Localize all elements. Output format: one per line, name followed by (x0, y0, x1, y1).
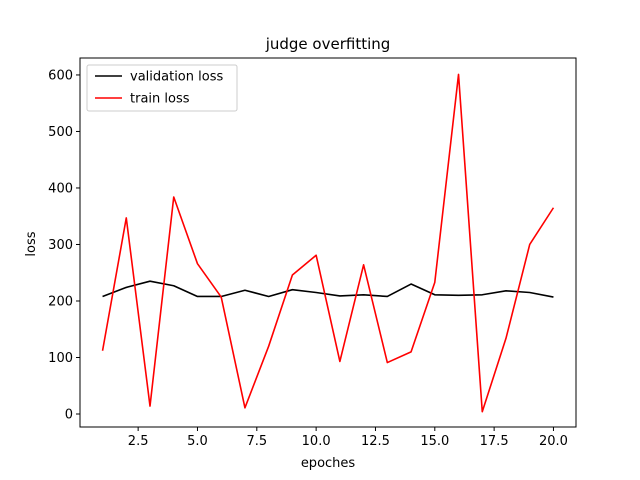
series-line-validation-loss (102, 280, 554, 298)
legend-label: validation loss (130, 70, 223, 85)
axes-frame (79, 57, 577, 428)
plot-area (79, 57, 577, 428)
x-tick-label: 15.0 (420, 434, 449, 449)
x-tick-label: 10.0 (302, 434, 331, 449)
y-tick-label: 300 (48, 238, 73, 253)
x-tick-label: 12.5 (361, 434, 390, 449)
series-line-train-loss (101, 73, 555, 413)
y-axis-label: loss (24, 231, 39, 256)
chart-title: judge overfitting (265, 35, 391, 53)
x-tick-label: 20.0 (539, 434, 568, 449)
y-tick-label: 200 (48, 294, 73, 309)
y-tick-label: 100 (48, 351, 73, 366)
x-tick-label: 5.0 (187, 434, 208, 449)
y-tick-label: 0 (65, 408, 73, 423)
legend-label: train loss (130, 92, 190, 107)
legend-box (86, 64, 238, 112)
x-tick-label: 17.5 (480, 434, 509, 449)
legend: validation loss train loss (86, 64, 238, 112)
x-tick-label: 7.5 (246, 434, 267, 449)
y-tick-label: 400 (48, 181, 73, 196)
x-axis-ticks: 2.5 5.0 7.5 10.0 12.5 15.0 17.5 20.0 (128, 427, 568, 449)
x-tick-label: 2.5 (128, 434, 149, 449)
y-tick-label: 500 (48, 125, 73, 140)
y-axis-ticks: 0 100 200 300 400 500 600 (48, 68, 80, 423)
y-tick-label: 600 (48, 68, 73, 83)
x-axis-label: epoches (301, 456, 356, 471)
plot-background (80, 58, 576, 427)
